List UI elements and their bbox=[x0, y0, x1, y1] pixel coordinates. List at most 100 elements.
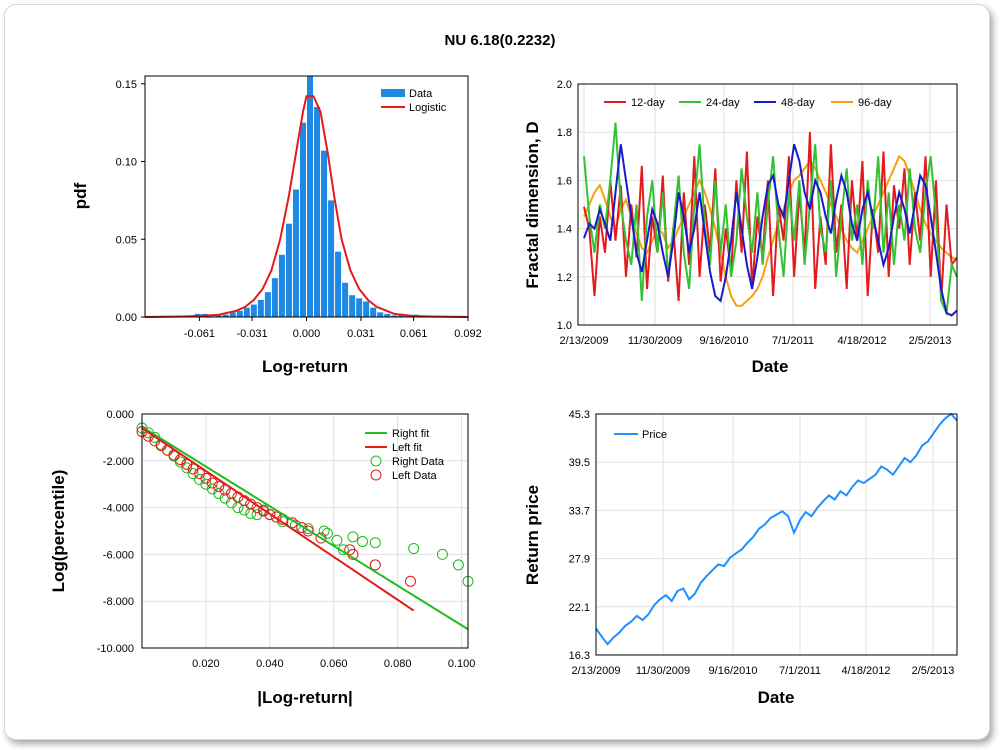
histogram-bar bbox=[328, 200, 335, 317]
price-xtick: 2/5/2013 bbox=[912, 665, 955, 677]
price-xtick: 9/16/2010 bbox=[709, 665, 758, 677]
legend-label: Right fit bbox=[392, 428, 429, 440]
fractal-xtick: 11/30/2009 bbox=[628, 335, 682, 347]
tail-data-point bbox=[321, 527, 333, 539]
price-xlabel: Date bbox=[758, 688, 795, 707]
figure-title: NU 6.18(0.2232) bbox=[444, 32, 556, 49]
legend-swatch bbox=[370, 469, 382, 481]
price-line bbox=[595, 412, 958, 646]
histogram-bar bbox=[222, 314, 229, 317]
pdf-ylabel: pdf bbox=[71, 182, 90, 209]
price-xtick: 2/13/2009 bbox=[572, 665, 621, 677]
price-ytick: 22.1 bbox=[569, 602, 590, 614]
histogram-bar bbox=[342, 282, 349, 317]
pdf-xtick: -0.031 bbox=[236, 328, 267, 340]
legend-label-data: Data bbox=[409, 88, 433, 100]
tail-data-point bbox=[264, 509, 276, 521]
fractal-xlabel: Date bbox=[752, 357, 789, 376]
tail-data-point bbox=[181, 462, 193, 474]
price-ytick: 45.3 bbox=[569, 409, 590, 421]
tail-data-point bbox=[302, 525, 314, 537]
pdf-xtick: 0.092 bbox=[454, 328, 482, 340]
fractal-xtick: 2/13/2009 bbox=[560, 335, 609, 347]
histogram-bar bbox=[363, 301, 370, 317]
histogram-bar bbox=[292, 189, 299, 317]
fractal-xtick: 9/16/2010 bbox=[700, 335, 749, 347]
chart-card bbox=[4, 4, 990, 740]
fractal-xtick: 4/18/2012 bbox=[838, 335, 887, 347]
histogram-bar bbox=[299, 122, 306, 317]
tail-data-point bbox=[225, 497, 237, 509]
tail-ylabel: Log(percentile) bbox=[49, 470, 68, 593]
tail-data-point bbox=[213, 481, 225, 493]
tail-data-point bbox=[206, 477, 218, 489]
tail-xtick: 0.080 bbox=[384, 658, 412, 670]
tail-data-point bbox=[174, 456, 186, 468]
price-legend: Price bbox=[614, 429, 667, 441]
tail-ytick: -4.000 bbox=[103, 503, 134, 515]
tail-xtick: 0.060 bbox=[320, 658, 348, 670]
histogram-bar bbox=[314, 107, 321, 317]
tail-data-point bbox=[357, 536, 369, 548]
price-panel: 16.3 22.1 27.9 33.7 39.5 45.3 2/13/2009 11/30/2… bbox=[523, 409, 958, 707]
histogram-bar bbox=[243, 307, 250, 317]
tail-xtick: 0.020 bbox=[192, 658, 220, 670]
histogram-bar bbox=[370, 307, 377, 317]
histogram-bar bbox=[264, 292, 271, 317]
price-ytick: 16.3 bbox=[569, 650, 590, 662]
pdf-ytick: 0.05 bbox=[116, 234, 137, 246]
fractal-xtick: 2/5/2013 bbox=[909, 335, 952, 347]
tail-xlabel: |Log-return| bbox=[257, 688, 352, 707]
tail-fit-line bbox=[141, 427, 415, 612]
pdf-xtick: -0.061 bbox=[184, 328, 215, 340]
fractal-ytick: 1.4 bbox=[557, 224, 572, 236]
histogram-bar bbox=[250, 304, 257, 317]
pdf-ytick: 0.15 bbox=[116, 79, 137, 91]
legend-label: Left fit bbox=[392, 442, 422, 454]
tail-data-point bbox=[187, 468, 199, 480]
histogram-bar bbox=[391, 315, 398, 317]
fractal-ytick: 2.0 bbox=[557, 79, 572, 91]
fractal-ytick: 1.0 bbox=[557, 320, 572, 332]
tail-data-point bbox=[369, 537, 381, 549]
pdf-xtick: 0.061 bbox=[400, 328, 428, 340]
price-xtick: 11/30/2009 bbox=[636, 665, 690, 677]
tail-data-point bbox=[404, 575, 416, 587]
tail-data-point bbox=[452, 559, 464, 571]
fractal-xtick: 7/1/2011 bbox=[772, 335, 814, 347]
tail-data-point bbox=[270, 511, 282, 523]
tail-fit-line bbox=[141, 426, 469, 631]
pdf-ytick: 0.10 bbox=[116, 157, 137, 169]
price-ytick: 33.7 bbox=[569, 505, 590, 517]
fractal-series-line bbox=[583, 143, 958, 317]
histogram-bar bbox=[236, 310, 243, 317]
tail-data-point bbox=[347, 531, 359, 543]
legend-swatch bbox=[370, 455, 382, 467]
tail-xtick: 0.100 bbox=[448, 658, 476, 670]
tail-data-point bbox=[257, 505, 269, 517]
histogram-bar bbox=[215, 315, 222, 317]
histogram-bar bbox=[307, 76, 314, 317]
legend-label: 48-day bbox=[781, 97, 815, 109]
histogram-bar bbox=[229, 312, 236, 317]
price-xtick: 4/18/2012 bbox=[842, 665, 891, 677]
pdf-xlabel: Log-return bbox=[262, 357, 348, 376]
histogram-bar bbox=[278, 254, 285, 317]
pdf-ytick: 0.00 bbox=[116, 312, 137, 324]
histogram-bar bbox=[285, 223, 292, 317]
tail-data-point bbox=[206, 483, 218, 495]
price-ylabel: Return price bbox=[523, 485, 542, 585]
pdf-legend: Data Logistic bbox=[381, 88, 447, 114]
tail-ytick: 0.000 bbox=[106, 409, 134, 421]
tail-ytick: -2.000 bbox=[103, 456, 134, 468]
fractal-legend: 12-day 24-day 48-day 96-day bbox=[604, 97, 892, 109]
price-ytick: 27.9 bbox=[569, 554, 590, 566]
tail-data-point bbox=[238, 504, 250, 516]
tail-ytick: -6.000 bbox=[103, 549, 134, 561]
fractal-ylabel: Fractal dimension, D bbox=[523, 121, 542, 288]
histogram-bar bbox=[377, 312, 384, 317]
tail-legend: Right fit Left fit Right Data Left Data bbox=[365, 428, 445, 482]
legend-label: Left Data bbox=[392, 470, 438, 482]
tail-data-point bbox=[331, 534, 343, 546]
pdf-xtick: 0.000 bbox=[293, 328, 321, 340]
